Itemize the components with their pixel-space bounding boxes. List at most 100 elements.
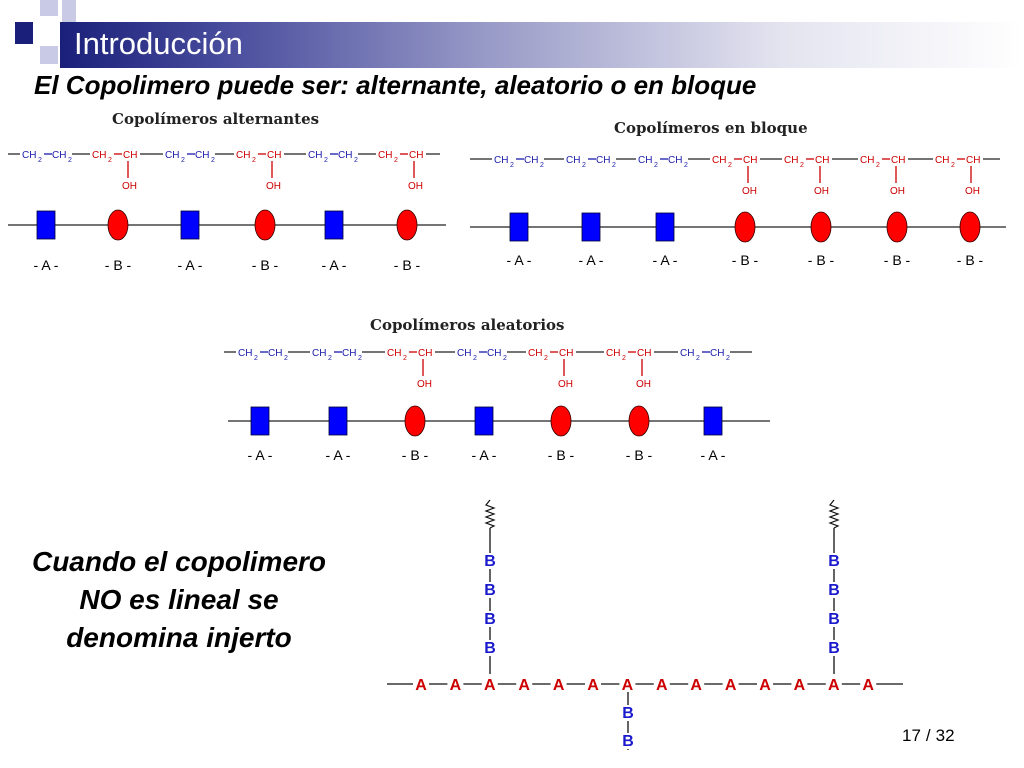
oh-group: OH: [814, 186, 829, 197]
label-backdrop: [827, 582, 841, 598]
ch2-subscript: 2: [284, 355, 288, 362]
random-unit-label: - B -: [548, 447, 575, 463]
graft-unit-A: A: [794, 677, 806, 694]
random-unit-A: [250, 406, 270, 436]
ch2-group: CH: [312, 348, 326, 359]
ch2-group: CH: [308, 150, 322, 161]
alternating-unit-label: - A -: [178, 257, 203, 273]
label-backdrop: [550, 675, 567, 691]
graft-unit-A: A: [656, 677, 668, 694]
ch2-group: CH: [92, 150, 106, 161]
alternating-unit-B: [107, 209, 129, 241]
block-unit-A: [581, 212, 601, 242]
label-backdrop: [413, 675, 429, 691]
ch2-subscript: 2: [544, 355, 548, 362]
random-unit-B: [550, 405, 572, 437]
ch2-subscript: 2: [582, 162, 586, 169]
ch-group: CH: [891, 155, 905, 166]
graft-unit-A: A: [450, 677, 462, 694]
title-bar: [60, 22, 1024, 68]
ch2-subscript: 2: [358, 355, 362, 362]
alternating-unit-A: [180, 210, 200, 240]
ch2-group: CH: [236, 150, 250, 161]
label-backdrop: [825, 675, 842, 691]
graft-branch-2-chain-continuation: [828, 499, 840, 529]
ch2-subscript: 2: [181, 157, 185, 164]
graft-unit-A: A: [484, 677, 496, 694]
graft-unit-A: A: [725, 677, 737, 694]
label-backdrop: [860, 675, 877, 691]
decorative-square: [40, 46, 58, 64]
graft-unit-A: A: [828, 677, 840, 694]
alternating-unit-A: [36, 210, 56, 240]
ch-group: CH: [637, 348, 651, 359]
label-backdrop: [619, 675, 636, 691]
panel-title-alternating: Copolímeros alternantes: [112, 110, 320, 128]
random-unit-A: [703, 406, 723, 436]
block-unit-label: - A -: [507, 252, 532, 268]
ch2-group: CH: [638, 155, 652, 166]
label-backdrop: [827, 553, 841, 569]
label-backdrop: [163, 146, 215, 160]
alternating-unit-label: - B -: [394, 257, 421, 273]
label-backdrop: [516, 675, 533, 691]
ch2-subscript: 2: [654, 162, 658, 169]
ch2-subscript: 2: [503, 355, 507, 362]
ch2-group: CH: [710, 348, 724, 359]
panel-title-random: Copolímeros aleatorios: [370, 316, 565, 334]
label-backdrop: [791, 675, 808, 691]
oh-group: OH: [965, 186, 980, 197]
ch2-subscript: 2: [951, 162, 955, 169]
ch2-subscript: 2: [254, 355, 258, 362]
label-backdrop: [585, 675, 601, 691]
block-unit-label: - B -: [808, 252, 835, 268]
oh-group: OH: [742, 186, 757, 197]
label-backdrop: [483, 582, 497, 598]
page-number: 17/32: [902, 726, 955, 746]
block-unit-B: [734, 211, 756, 243]
ch2-group: CH: [165, 150, 179, 161]
label-backdrop: [310, 344, 362, 358]
ch2-subscript: 2: [726, 355, 730, 362]
ch2-group: CH: [668, 155, 682, 166]
graft-unit-A: A: [690, 677, 702, 694]
block-unit-label: - B -: [957, 252, 984, 268]
label-backdrop: [621, 705, 635, 721]
ch2-subscript: 2: [324, 157, 328, 164]
label-backdrop: [492, 151, 544, 165]
graft-branch-1-unit-B: B: [484, 611, 496, 628]
random-unit-label: - A -: [701, 447, 726, 463]
ch2-group: CH: [524, 155, 538, 166]
label-backdrop: [483, 640, 497, 656]
oh-group: OH: [636, 379, 651, 390]
ch2-group: CH: [238, 348, 252, 359]
oh-group: OH: [558, 379, 573, 390]
label-backdrop: [636, 151, 688, 165]
graft-branch-2-unit-B: B: [828, 582, 840, 599]
graft-branch-2-unit-B: B: [828, 640, 840, 657]
graft-branch-2-unit-B: B: [828, 611, 840, 628]
page-current: 17: [902, 726, 921, 745]
ch2-group: CH: [338, 150, 352, 161]
oh-group: OH: [890, 186, 905, 197]
label-backdrop: [447, 675, 464, 691]
ch-group: CH: [267, 150, 281, 161]
ch2-group: CH: [860, 155, 874, 166]
block-unit-A: [655, 212, 675, 242]
graft-unit-A: A: [622, 677, 634, 694]
ch-group: CH: [418, 348, 432, 359]
label-backdrop: [376, 146, 426, 160]
label-backdrop: [710, 151, 760, 165]
label-backdrop: [621, 733, 635, 749]
ch2-subscript: 2: [211, 157, 215, 164]
label-backdrop: [20, 146, 72, 160]
slide-title: Introducción: [74, 26, 243, 61]
random-unit-A: [474, 406, 494, 436]
ch2-group: CH: [457, 348, 471, 359]
ch2-subscript: 2: [728, 162, 732, 169]
label-backdrop: [757, 675, 773, 691]
random-unit-label: - B -: [402, 447, 429, 463]
alternating-unit-B: [254, 209, 276, 241]
label-backdrop: [858, 151, 908, 165]
label-backdrop: [722, 675, 739, 691]
